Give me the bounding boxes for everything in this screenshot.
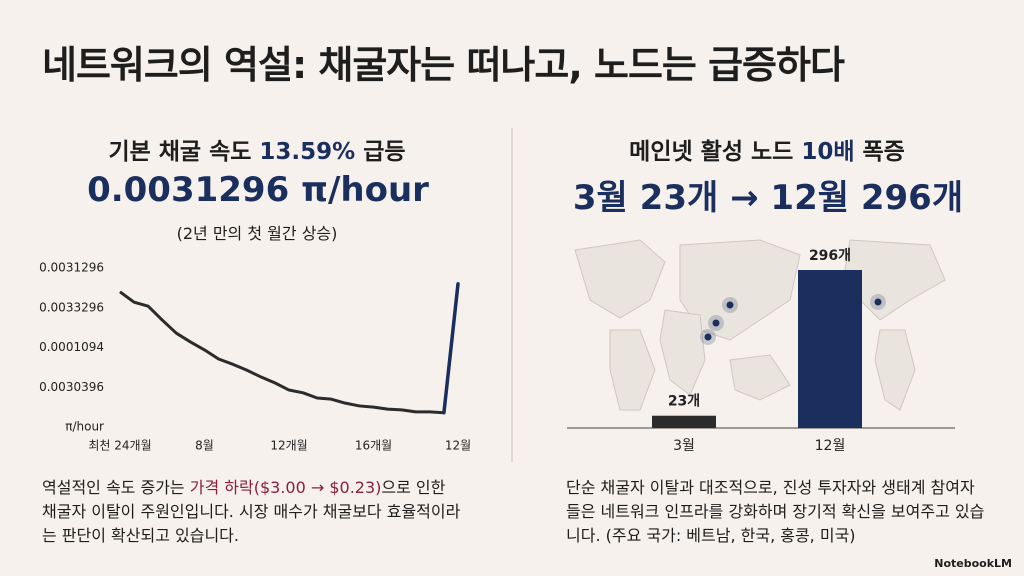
heading-highlight: 10배: [801, 139, 855, 165]
x-tick-label: 16개월: [355, 439, 392, 453]
line-series: [119, 283, 460, 415]
right-heading: 메인넷 활성 노드 10배 폭증: [532, 132, 1002, 166]
heading-text: 급등: [355, 139, 406, 165]
highlight-segment: [442, 282, 460, 415]
right-body: 단순 채굴자 이탈과 대조적으로, 진성 투자자와 생태계 참여자들은 네트워크…: [566, 478, 985, 545]
y-tick-label: 0.0001094: [39, 340, 104, 354]
left-body: 역설적인 속도 증가는 가격 하락($3.00 → $0.23)으로 인한 채굴…: [42, 476, 462, 548]
heading-text: 기본 채굴 속도: [108, 139, 260, 165]
x-tick-label: 12개월: [270, 439, 307, 453]
value-label: 23개: [668, 394, 700, 410]
heading-text: 폭증: [854, 139, 905, 165]
x-tick-label: 3월: [673, 438, 695, 454]
body-text: 으로 인한 채굴자 이탈이 주원인입니다. 시장 매수가 채굴보다 효율적이라는…: [42, 478, 461, 545]
heading-text: 메인넷 활성 노드: [629, 139, 802, 165]
y-tick-label: π/hour: [65, 420, 104, 434]
x-tick-label: 8월: [195, 439, 214, 453]
y-tick-label: 0.0030396: [39, 380, 104, 394]
x-tick-label: 12월: [815, 438, 846, 454]
left-subheading: (2년 만의 첫 월간 상승): [176, 224, 338, 243]
bar: [652, 415, 716, 428]
body-highlight: 가격 하락($3.00 → $0.23): [189, 478, 382, 497]
body-text: 역설적인 속도 증가는: [42, 478, 190, 497]
value-label: 296개: [809, 248, 851, 264]
bar: [798, 270, 862, 428]
country-markers: [700, 294, 886, 345]
heading-highlight: 13.59%: [259, 139, 356, 165]
left-heading: 기본 채굴 속도 13.59% 급등: [22, 132, 492, 166]
slide-title: 네트워크의 역설: 채굴자는 떠나고, 노드는 급증하다: [42, 43, 845, 87]
x-tick-label: 최천 24개월: [88, 438, 151, 453]
footer: NotebookLM: [934, 557, 1012, 570]
x-tick-label: 12월: [445, 439, 471, 453]
right-headline: 3월 23개 → 12월 296개: [572, 178, 964, 218]
left-headline: 0.0031296 π/hour: [87, 170, 429, 210]
world-map: [574, 239, 946, 411]
y-tick-label: 0.0031296: [39, 261, 104, 275]
y-tick-label: 0.0033296: [39, 300, 104, 314]
